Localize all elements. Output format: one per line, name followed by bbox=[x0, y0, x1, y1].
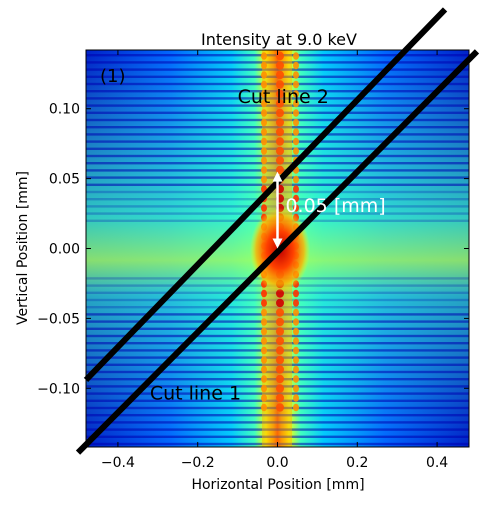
heatmap-blob bbox=[261, 337, 267, 345]
x-tick-label: 0.4 bbox=[426, 455, 448, 471]
heatmap-blob bbox=[293, 318, 299, 326]
heatmap-blob bbox=[261, 404, 267, 412]
heatmap-blob bbox=[261, 356, 267, 364]
y-tick-label: −0.10 bbox=[37, 381, 80, 397]
heatmap-blob bbox=[276, 147, 284, 155]
x-axis-label: Horizontal Position [mm] bbox=[191, 477, 364, 493]
heatmap-blob bbox=[261, 71, 267, 79]
heatmap-blob bbox=[293, 71, 299, 79]
heatmap-blob bbox=[293, 52, 299, 60]
heatmap-blob bbox=[261, 328, 267, 336]
heatmap-blob bbox=[261, 128, 267, 136]
heatmap-blob bbox=[276, 384, 284, 392]
heatmap-blob bbox=[261, 347, 267, 355]
heatmap-blob bbox=[293, 290, 299, 298]
y-tick-label: 0.10 bbox=[49, 102, 80, 118]
heatmap-blob bbox=[276, 137, 284, 145]
heatmap-blob bbox=[261, 290, 267, 298]
heatmap-blob bbox=[261, 109, 267, 117]
heatmap-blob bbox=[293, 375, 299, 383]
y-tick-label: 0.00 bbox=[49, 242, 80, 258]
heatmap-blob bbox=[276, 346, 284, 354]
heatmap-blob bbox=[276, 128, 284, 136]
heatmap-blob bbox=[261, 176, 267, 184]
heatmap-blob bbox=[293, 385, 299, 393]
heatmap-blob bbox=[261, 166, 267, 174]
annotation-label: 0.05 [mm] bbox=[285, 195, 385, 217]
heatmap-blob bbox=[276, 337, 284, 345]
heatmap-blob bbox=[261, 119, 267, 127]
heatmap-blob bbox=[261, 394, 267, 402]
heatmap-blob bbox=[261, 309, 267, 317]
heatmap-blob bbox=[261, 375, 267, 383]
heatmap-blob bbox=[293, 109, 299, 117]
heatmap-blob bbox=[293, 394, 299, 402]
heatmap-blob bbox=[293, 176, 299, 184]
y-tick-label: 0.05 bbox=[49, 172, 80, 188]
y-tick-label: −0.05 bbox=[37, 311, 80, 327]
x-tick-label: 0.2 bbox=[346, 455, 368, 471]
heatmap-blob bbox=[261, 147, 267, 155]
heatmap-blob bbox=[276, 318, 284, 326]
heatmap-blob bbox=[276, 327, 284, 335]
heatmap-blob bbox=[261, 52, 267, 60]
heatmap-blob bbox=[293, 366, 299, 374]
heatmap-blob bbox=[293, 347, 299, 355]
x-tick-label: 0.0 bbox=[266, 455, 288, 471]
heatmap-blob bbox=[276, 356, 284, 364]
heatmap-blob bbox=[276, 299, 284, 307]
panel-label: (1) bbox=[100, 66, 126, 87]
heatmap-blob bbox=[276, 71, 284, 79]
annotation-label: Cut line 1 bbox=[150, 382, 241, 404]
chart-title: Intensity at 9.0 keV bbox=[201, 30, 357, 49]
heatmap-blob bbox=[293, 337, 299, 345]
heatmap-blob bbox=[276, 118, 284, 126]
heatmap-blob bbox=[293, 62, 299, 70]
y-axis-label: Vertical Position [mm] bbox=[15, 171, 31, 325]
heatmap-blob bbox=[261, 299, 267, 307]
heatmap-blob bbox=[276, 61, 284, 69]
heatmap-blob bbox=[276, 375, 284, 383]
heatmap-blob bbox=[276, 308, 284, 316]
heatmap-blob bbox=[276, 109, 284, 117]
heatmap-blob bbox=[293, 119, 299, 127]
heatmap-blob bbox=[276, 156, 284, 164]
heatmap-blob bbox=[293, 138, 299, 146]
heatmap-blob bbox=[293, 356, 299, 364]
heatmap-blob bbox=[293, 309, 299, 317]
heatmap-blob bbox=[293, 328, 299, 336]
heatmap-blob bbox=[261, 204, 267, 212]
heatmap-blob bbox=[261, 318, 267, 326]
heatmap-blob bbox=[261, 366, 267, 374]
annotation-label: Cut line 2 bbox=[238, 86, 329, 108]
heatmap-blob bbox=[293, 185, 299, 193]
heatmap-blob bbox=[261, 62, 267, 70]
heatmap-blob bbox=[261, 385, 267, 393]
heatmap-blob bbox=[276, 365, 284, 373]
heatmap-blob bbox=[261, 157, 267, 165]
heatmap-blob bbox=[293, 128, 299, 136]
heatmap-blob bbox=[261, 138, 267, 146]
heatmap-blob bbox=[276, 394, 284, 402]
x-tick-label: −0.4 bbox=[101, 455, 135, 471]
heatmap-blob bbox=[276, 403, 284, 411]
heatmap-blob bbox=[293, 147, 299, 155]
heatmap-blob bbox=[293, 404, 299, 412]
heatmap-blob bbox=[293, 299, 299, 307]
x-tick-label: −0.2 bbox=[181, 455, 215, 471]
